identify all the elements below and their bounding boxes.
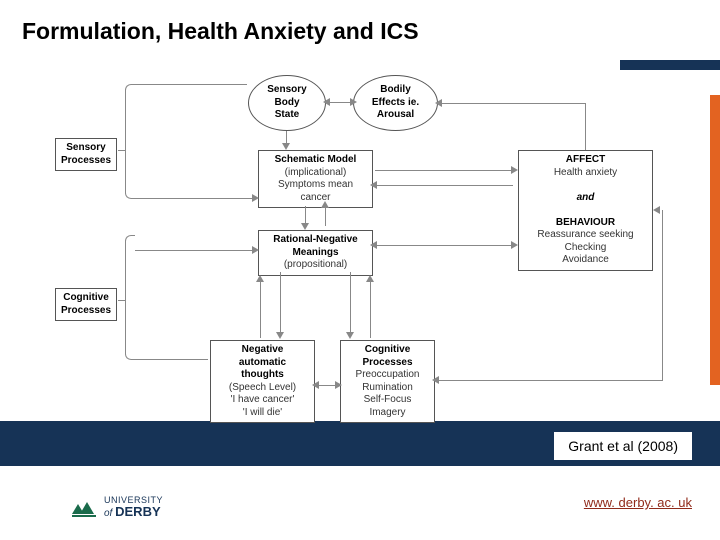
arrow: [662, 210, 663, 381]
logo-line2: DERBY: [115, 504, 161, 519]
node-rational-negative: Rational-Negative Meanings (propositiona…: [258, 230, 373, 276]
arrow: [375, 170, 513, 171]
logo-text: UNIVERSITY of DERBY: [104, 496, 163, 520]
arrow: [437, 380, 662, 381]
page-title: Formulation, Health Anxiety and ICS: [22, 18, 419, 45]
arrow: [325, 206, 326, 226]
arrow: [375, 185, 513, 186]
node-sensory-processes: Sensory Processes: [55, 138, 117, 171]
node-header2: Processes: [362, 357, 412, 368]
node-line: Processes: [61, 155, 111, 166]
arrow: [260, 280, 261, 338]
university-logo: UNIVERSITY of DERBY: [70, 496, 163, 520]
arrow: [328, 102, 352, 103]
node-line: Checking: [565, 242, 607, 253]
line: [118, 150, 125, 151]
arrow-head: [252, 246, 259, 254]
arrow-head: [321, 201, 329, 208]
arrow: [440, 103, 585, 104]
node-line: (propositional): [284, 259, 347, 270]
arrow: [317, 385, 337, 386]
node-header2: Meanings: [292, 247, 338, 258]
arrow-head: [323, 98, 330, 106]
node-line: Symptoms mean: [278, 179, 353, 190]
diagram: Sensory Body State Bodily Effects ie. Ar…: [20, 70, 700, 470]
node-line: 'I will die': [243, 407, 282, 418]
node-line: Preoccupation: [356, 369, 420, 380]
line: [118, 300, 125, 301]
arrow-head: [366, 275, 374, 282]
logo-icon: [70, 496, 98, 520]
node-header: Schematic Model: [275, 154, 357, 165]
node-header: Negative: [242, 344, 284, 355]
arrow-head: [511, 166, 518, 174]
brace-sensory: [125, 84, 135, 199]
citation: Grant et al (2008): [554, 432, 692, 460]
arrow-head: [350, 98, 357, 106]
node-line: Cognitive: [63, 292, 109, 303]
node-line: Bodily: [380, 84, 411, 95]
node-line: Sensory: [267, 84, 306, 95]
node-line: State: [275, 109, 299, 120]
node-header: Rational-Negative: [273, 234, 357, 245]
arrow-head: [252, 194, 259, 202]
arrow-head: [653, 206, 660, 214]
node-line: (Speech Level): [229, 382, 296, 393]
side-accent-bar: [710, 95, 720, 385]
node-line: Reassurance seeking: [537, 229, 633, 240]
line: [135, 84, 247, 85]
arrow-head: [276, 332, 284, 339]
arrow-head: [370, 241, 377, 249]
arrow-head: [312, 381, 319, 389]
node-affect-behaviour: AFFECT Health anxiety and BEHAVIOUR Reas…: [518, 150, 653, 271]
arrow-head: [370, 181, 377, 189]
line: [135, 198, 255, 199]
arrow: [350, 272, 351, 334]
line: [135, 359, 208, 360]
arrow: [370, 280, 371, 338]
arrow-head: [256, 275, 264, 282]
node-schematic-model: Schematic Model (implicational) Symptoms…: [258, 150, 373, 208]
line: [135, 250, 255, 251]
node-line: Health anxiety: [554, 167, 617, 178]
top-accent-bar: [620, 60, 720, 70]
footer-link[interactable]: www. derby. ac. uk: [584, 495, 692, 510]
arrow: [375, 245, 513, 246]
node-negative-automatic-thoughts: Negative automatic thoughts (Speech Leve…: [210, 340, 315, 423]
node-cognitive-processes-left: Cognitive Processes: [55, 288, 117, 321]
node-line: Body: [275, 97, 300, 108]
node-cognitive-processes-right: Cognitive Processes Preoccupation Rumina…: [340, 340, 435, 423]
node-line: Self-Focus: [364, 394, 412, 405]
node-line: Arousal: [377, 109, 414, 120]
node-header2: automatic: [239, 357, 286, 368]
node-and: and: [577, 192, 595, 203]
node-header2: BEHAVIOUR: [556, 217, 615, 228]
arrow-head: [346, 332, 354, 339]
arrow-head: [301, 223, 309, 230]
node-header: AFFECT: [566, 154, 605, 165]
node-header: Cognitive: [365, 344, 411, 355]
node-sensory-body-state: Sensory Body State: [248, 75, 326, 131]
arrow: [280, 272, 281, 334]
node-line: 'I have cancer': [231, 394, 295, 405]
node-line: Avoidance: [562, 254, 609, 265]
node-line: Imagery: [369, 407, 405, 418]
node-header3: thoughts: [241, 369, 284, 380]
arrow-head: [282, 143, 290, 150]
node-line: Rumination: [362, 382, 413, 393]
node-line: (implicational): [285, 167, 347, 178]
node-line: Processes: [61, 305, 111, 316]
node-line: Sensory: [66, 142, 105, 153]
node-line: Effects ie.: [372, 97, 419, 108]
arrow-head: [432, 376, 439, 384]
arrow-head: [335, 381, 342, 389]
arrow-head: [511, 241, 518, 249]
arrow-head: [435, 99, 442, 107]
arrow: [585, 103, 586, 150]
node-bodily-effects: Bodily Effects ie. Arousal: [353, 75, 438, 131]
brace-cognitive: [125, 235, 135, 360]
